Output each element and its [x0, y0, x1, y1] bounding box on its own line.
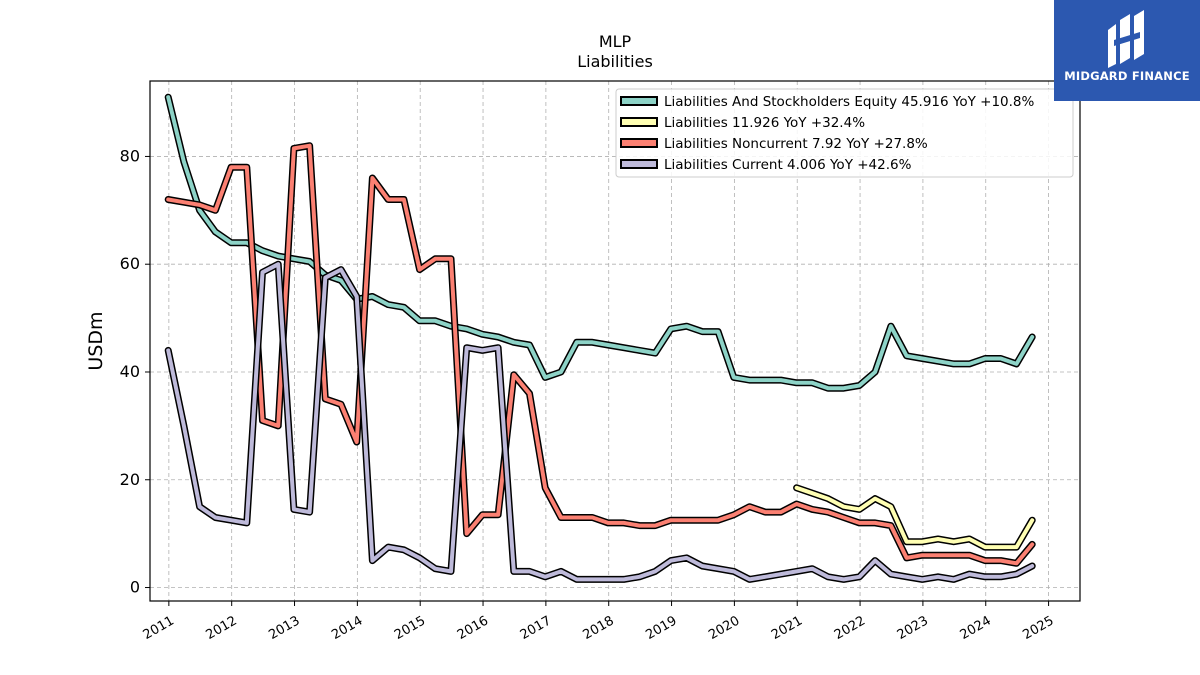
legend-swatch	[620, 117, 658, 127]
y-tick-label: 60	[120, 254, 140, 273]
x-tick-label: 2024	[958, 613, 994, 643]
x-tick-label: 2012	[204, 613, 240, 643]
x-tick-label: 2018	[581, 613, 617, 643]
series-line-3	[166, 262, 1035, 582]
legend-entry: Liabilities Noncurrent 7.92 YoY +27.8%	[664, 136, 928, 152]
x-tick-label: 2022	[832, 613, 868, 643]
x-tick-label: 2014	[329, 613, 365, 643]
legend-box	[615, 88, 1074, 178]
y-tick-label: 80	[120, 146, 140, 165]
plot-frame	[149, 80, 1081, 602]
x-tick-label: 2016	[455, 613, 491, 643]
series-outline-1	[793, 484, 1036, 551]
brand-logo: MIDGARD FINANCE	[1054, 0, 1200, 101]
logo-mark-icon	[1108, 10, 1144, 68]
x-tick-label: 2013	[266, 613, 302, 643]
legend-swatch	[620, 159, 658, 169]
x-tick-label: 2015	[392, 613, 428, 643]
chart-title: MLP	[599, 32, 632, 51]
x-tick-label: 2011	[141, 613, 177, 643]
x-tick-label: 2020	[706, 613, 742, 643]
chart-subtitle: Liabilities	[577, 52, 653, 71]
x-tick-label: 2023	[895, 613, 931, 643]
x-tick-label: 2021	[769, 613, 805, 643]
y-axis: 0 20 40 60 80	[120, 146, 150, 597]
y-tick-label: 20	[120, 470, 140, 489]
legend: Liabilities And Stockholders Equity 45.9…	[615, 88, 1074, 178]
logo-name: MIDGARD FINANCE	[1064, 69, 1190, 83]
series-line-2	[166, 143, 1035, 566]
series-line-1	[794, 485, 1035, 550]
x-tick-label: 2017	[518, 613, 554, 643]
legend-swatch	[620, 138, 658, 148]
series-layer	[164, 93, 1036, 583]
legend-entry: Liabilities Current 4.006 YoY +42.6%	[664, 157, 912, 173]
x-tick-label: 2019	[643, 613, 679, 643]
legend-swatch	[620, 96, 658, 106]
series-line-0	[166, 95, 1035, 391]
y-axis-label: USDm	[85, 311, 107, 370]
legend-entry: Liabilities And Stockholders Equity 45.9…	[664, 94, 1034, 110]
x-tick-label: 2025	[1020, 613, 1056, 643]
legend-entry: Liabilities 11.926 YoY +32.4%	[664, 115, 865, 131]
x-axis: 2011 2012 2013 2014 2015 2016 2017 2018 2019 2020…	[141, 601, 1057, 643]
y-tick-label: 40	[120, 362, 140, 381]
y-tick-label: 0	[130, 578, 140, 597]
